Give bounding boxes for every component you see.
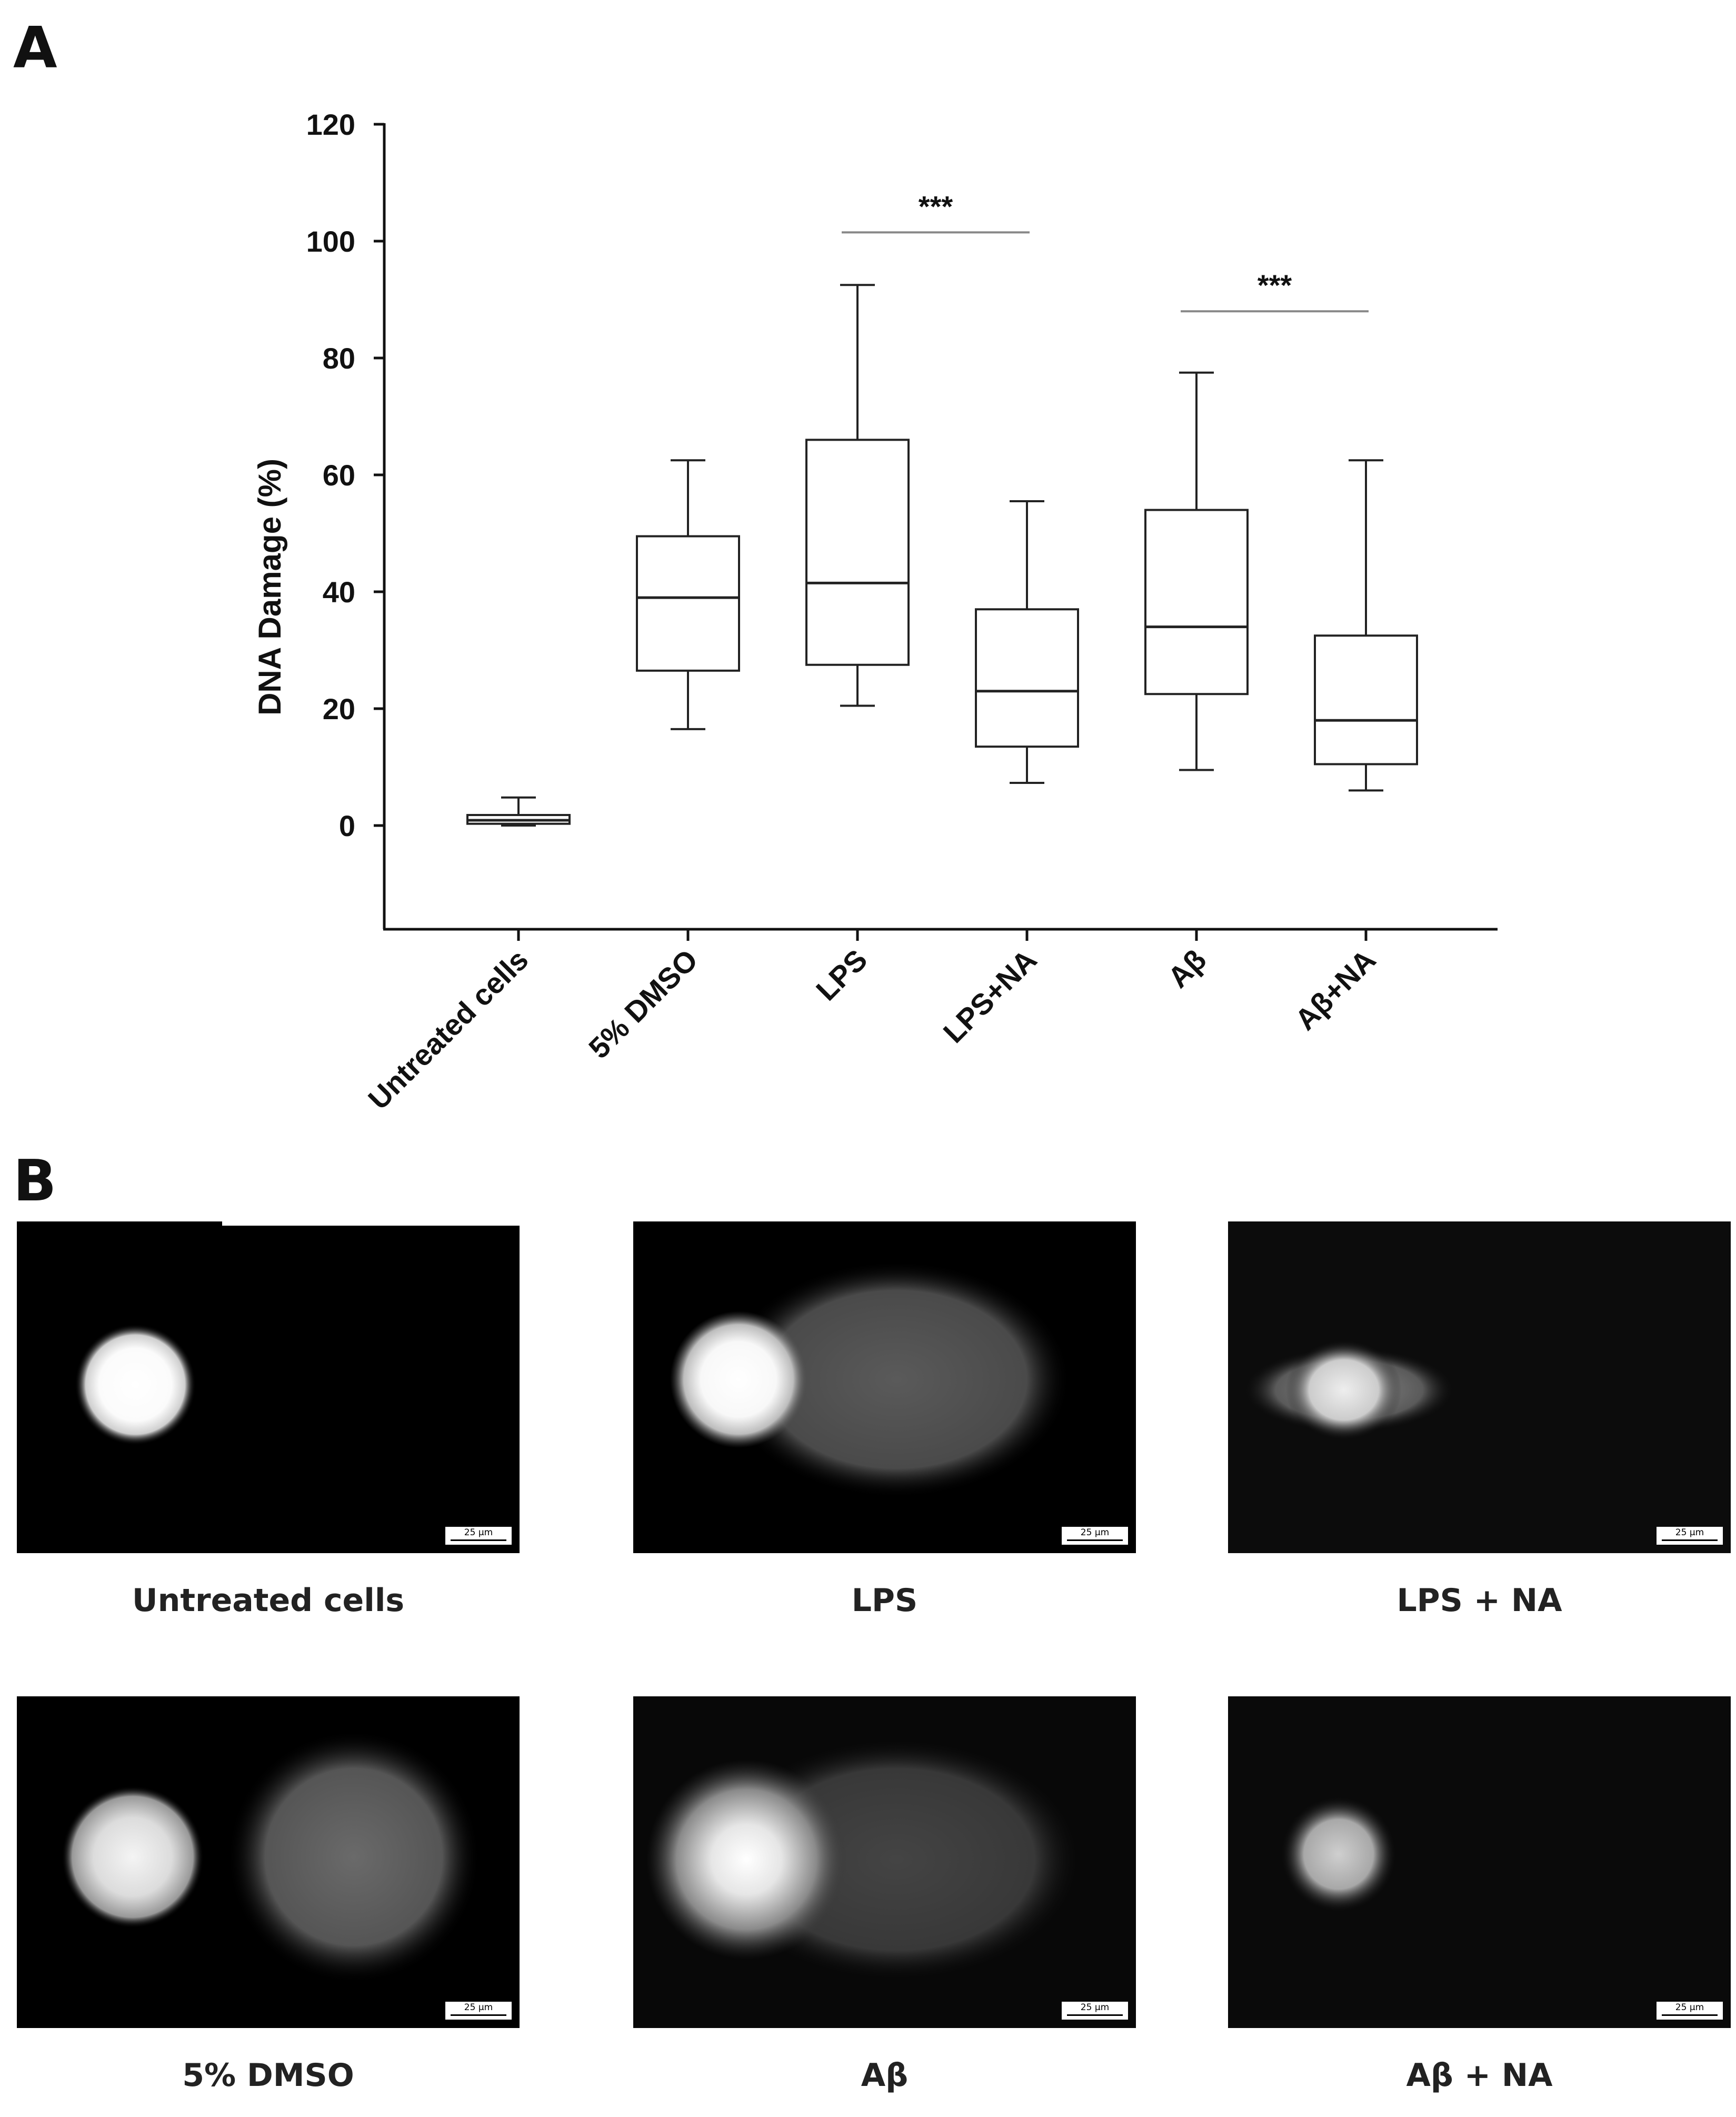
caption-lps: LPS bbox=[851, 1582, 918, 1619]
caption-5pct-dmso: 5% DMSO bbox=[182, 2057, 354, 2094]
y-tick-label: 120 bbox=[306, 108, 355, 141]
scale-bar-label: 25 μm bbox=[1675, 2002, 1704, 2013]
scale-bar-line bbox=[1662, 2014, 1718, 2016]
micrograph-5pct-dmso: 25 μm bbox=[17, 1696, 520, 2028]
y-tick-label: 20 bbox=[323, 692, 355, 725]
x-tick-label: Aβ+NA bbox=[1289, 943, 1382, 1037]
panel-a-label: A bbox=[13, 15, 57, 81]
scale-bar: 25 μm bbox=[1657, 2002, 1723, 2020]
box-1 bbox=[636, 459, 740, 730]
y-tick-label: 0 bbox=[339, 809, 355, 842]
micrograph-lps-na: 25 μm bbox=[1228, 1221, 1731, 1553]
box-2 bbox=[805, 284, 910, 707]
caption-lps-na: LPS + NA bbox=[1396, 1582, 1562, 1619]
scale-bar: 25 μm bbox=[1062, 1527, 1128, 1545]
box-iqr bbox=[805, 439, 910, 666]
x-tick-label: Untreated cells bbox=[362, 943, 534, 1116]
micrograph-lps: 25 μm bbox=[633, 1221, 1136, 1553]
box-iqr bbox=[636, 535, 740, 672]
scale-bar-label: 25 μm bbox=[464, 2002, 493, 2013]
scale-bar-line bbox=[1662, 1539, 1718, 1541]
y-tick-label: 100 bbox=[306, 225, 355, 258]
scale-bar-line bbox=[451, 2014, 506, 2016]
scale-bar-label: 25 μm bbox=[464, 1527, 493, 1538]
y-tick-label: 40 bbox=[323, 575, 355, 609]
significance-label: *** bbox=[919, 190, 953, 223]
x-tick-label: 5% DMSO bbox=[582, 943, 704, 1065]
scale-bar-line bbox=[1067, 2014, 1123, 2016]
caption-untreated-cells: Untreated cells bbox=[132, 1582, 405, 1619]
box-5 bbox=[1314, 459, 1418, 792]
box-iqr bbox=[975, 608, 1079, 748]
y-tick-label: 60 bbox=[323, 459, 355, 492]
micrograph-abeta: 25 μm bbox=[633, 1696, 1136, 2028]
box-plot-chart: DNA Damage (%) 0 20 40 60 80 100 120 Untreated … bbox=[252, 108, 1498, 1116]
micrograph-abeta-na: 25 μm bbox=[1228, 1696, 1731, 2028]
significance-label: *** bbox=[1258, 269, 1292, 302]
scale-bar-label: 25 μm bbox=[1675, 1527, 1704, 1538]
scale-bar: 25 μm bbox=[1657, 1527, 1723, 1545]
caption-abeta: Aβ bbox=[861, 2057, 909, 2094]
scale-bar-line bbox=[1067, 1539, 1123, 1541]
box-iqr bbox=[1314, 634, 1418, 766]
box-iqr bbox=[1144, 509, 1249, 695]
x-tick-label: LPS bbox=[810, 943, 874, 1007]
panel-b-label: B bbox=[13, 1148, 57, 1214]
scale-bar: 25 μm bbox=[445, 1527, 512, 1545]
micrograph-untreated-cells: 25 μm bbox=[17, 1221, 520, 1553]
y-tick-label: 80 bbox=[323, 342, 355, 375]
scale-bar-label: 25 μm bbox=[1080, 2002, 1110, 2013]
scale-bar-label: 25 μm bbox=[1080, 1527, 1110, 1538]
x-tick-label: Aβ bbox=[1161, 943, 1212, 994]
box-3 bbox=[975, 500, 1079, 784]
x-tick-label: LPS+NA bbox=[937, 943, 1043, 1049]
box-0 bbox=[466, 796, 571, 827]
scale-bar: 25 μm bbox=[445, 2002, 512, 2020]
scale-bar-line bbox=[451, 1539, 506, 1541]
scale-bar: 25 μm bbox=[1062, 2002, 1128, 2020]
caption-abeta-na: Aβ + NA bbox=[1406, 2057, 1553, 2094]
box-4 bbox=[1144, 371, 1249, 771]
y-axis-label: DNA Damage (%) bbox=[252, 459, 287, 715]
